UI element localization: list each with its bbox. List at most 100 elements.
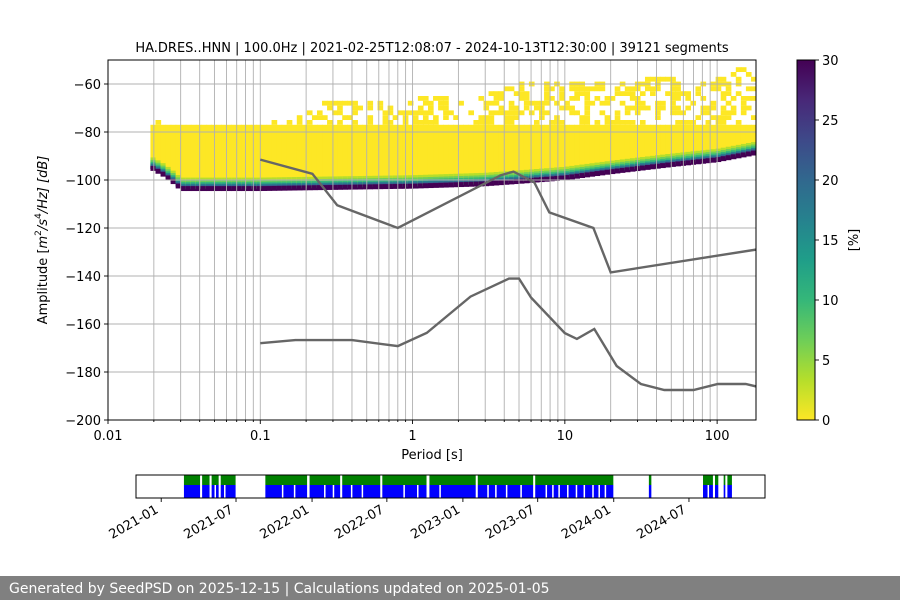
psd-cell xyxy=(559,120,565,125)
availability-green-span xyxy=(723,475,726,485)
psd-column xyxy=(337,124,343,188)
psd-cell xyxy=(559,91,565,96)
psd-cell xyxy=(584,110,591,116)
psd-cell xyxy=(377,105,384,111)
psd-column xyxy=(564,124,570,178)
psd-cell xyxy=(710,115,717,120)
psd-cell xyxy=(710,100,717,106)
psd-cell xyxy=(544,86,550,92)
grid-lines xyxy=(108,60,756,420)
footer-bar: Generated by SeedPSD on 2025-12-15 | Cal… xyxy=(0,576,900,600)
x-tick-label: 100 xyxy=(705,429,730,444)
psd-column xyxy=(458,124,464,185)
psd-cell xyxy=(574,91,580,96)
psd-cell xyxy=(700,96,707,101)
psd-column xyxy=(316,124,323,188)
psd-column xyxy=(735,124,742,153)
psd-cell xyxy=(609,169,616,175)
psd-cell xyxy=(700,158,707,164)
psd-column xyxy=(539,124,545,181)
psd-column xyxy=(332,124,338,188)
availability-green-span xyxy=(648,475,652,485)
psd-cell xyxy=(549,86,555,92)
psd-cell xyxy=(584,100,591,106)
availability-gap xyxy=(567,485,569,498)
y-axis-label: Amplitude [m2/s4/Hz] [dB] xyxy=(34,156,51,325)
x-tick-label: 0.01 xyxy=(94,429,123,444)
psd-column xyxy=(256,124,263,189)
psd-cell xyxy=(422,183,429,189)
psd-cell xyxy=(614,115,621,120)
availability-green-span xyxy=(183,475,201,485)
psd-cell xyxy=(584,91,591,96)
psd-cell xyxy=(251,186,258,192)
psd-column xyxy=(478,124,485,185)
psd-cell xyxy=(276,185,283,191)
psd-cell xyxy=(322,115,328,120)
psd-column xyxy=(513,124,520,183)
psd-cell xyxy=(523,178,530,184)
psd-cell xyxy=(412,183,419,189)
psd-column xyxy=(427,124,434,186)
psd-cell xyxy=(170,179,177,185)
psd-cell xyxy=(614,168,621,174)
psd-cell xyxy=(357,105,363,111)
psd-cell xyxy=(377,100,384,106)
psd-cell xyxy=(417,110,424,116)
psd-cell xyxy=(392,184,399,189)
psd-cell xyxy=(468,110,475,116)
psd-column xyxy=(670,124,676,163)
psd-cell xyxy=(629,86,636,92)
psd-cell xyxy=(205,186,212,192)
psd-column xyxy=(412,124,419,186)
psd-cell xyxy=(412,110,419,116)
psd-cell xyxy=(685,105,691,111)
plot-area-frame xyxy=(107,59,757,421)
psd-cell xyxy=(599,110,606,116)
psd-column xyxy=(655,124,661,165)
psd-column xyxy=(599,124,606,172)
psd-cell xyxy=(473,120,480,125)
psd-cell xyxy=(508,110,515,116)
psd-cell xyxy=(261,186,268,191)
psd-cell xyxy=(478,120,485,125)
psd-cell xyxy=(730,96,737,101)
psd-cell xyxy=(221,186,227,192)
availability-green-span xyxy=(211,475,219,485)
psd-column xyxy=(508,124,515,183)
psd-column xyxy=(639,124,646,167)
psd-cell xyxy=(216,186,222,192)
psd-cell xyxy=(730,154,737,160)
psd-cell xyxy=(498,110,505,116)
availability-gap xyxy=(332,485,335,498)
psd-cell xyxy=(367,115,374,120)
psd-cell xyxy=(483,115,490,120)
psd-cell xyxy=(332,110,338,116)
psd-column xyxy=(574,124,580,176)
psd-cell xyxy=(554,120,560,125)
psd-column xyxy=(276,124,283,189)
psd-cell xyxy=(362,184,369,190)
psd-column xyxy=(544,124,550,180)
psd-cell xyxy=(422,115,429,120)
availability-gap xyxy=(324,485,326,498)
psd-cell xyxy=(574,110,580,116)
psd-cell xyxy=(695,115,702,120)
psd-cell xyxy=(559,96,565,101)
psd-cell xyxy=(296,185,303,191)
psd-cell xyxy=(342,184,348,190)
psd-cell xyxy=(604,169,611,175)
psd-cell xyxy=(347,184,353,190)
colorbar xyxy=(796,59,816,421)
psd-column xyxy=(180,124,187,188)
psd-column xyxy=(685,124,691,161)
psd-column xyxy=(342,124,348,188)
psd-cell xyxy=(528,100,535,106)
psd-cell xyxy=(705,105,712,111)
psd-cell xyxy=(569,174,575,180)
psd-cell xyxy=(624,91,631,96)
psd-cell xyxy=(725,91,732,96)
psd-cell xyxy=(670,162,676,167)
psd-cell xyxy=(316,115,323,120)
